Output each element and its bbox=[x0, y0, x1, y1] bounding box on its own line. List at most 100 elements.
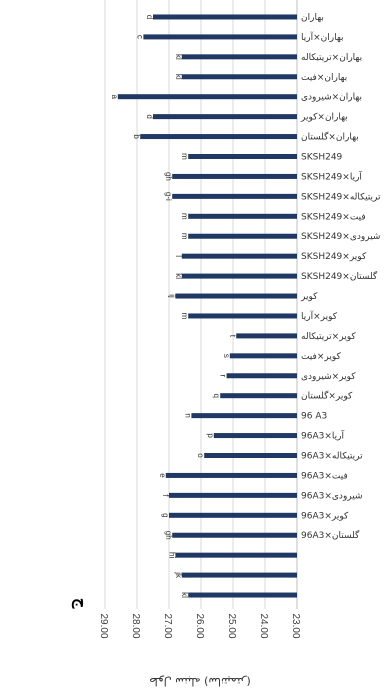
significance-letter: b bbox=[132, 134, 141, 139]
significance-letter: d bbox=[145, 114, 154, 118]
significance-letter: m bbox=[180, 233, 189, 240]
significance-letter: c bbox=[135, 35, 144, 39]
significance-letter: f bbox=[161, 494, 170, 497]
bar bbox=[153, 14, 297, 20]
bar bbox=[188, 313, 297, 319]
significance-letter: q bbox=[212, 393, 221, 397]
category-label: SKSH249×کویر bbox=[301, 252, 367, 262]
significance-letter: kl bbox=[174, 54, 183, 60]
significance-letter: p bbox=[206, 433, 215, 438]
tick-label: 23.00 bbox=[290, 613, 301, 638]
significance-letter: kl bbox=[174, 74, 183, 80]
tick-label: 27.00 bbox=[162, 613, 173, 638]
significance-letter: m bbox=[180, 153, 189, 160]
bar bbox=[229, 353, 297, 359]
significance-letter: gh bbox=[164, 172, 173, 181]
category-label: بهاران×آریا bbox=[301, 31, 344, 43]
category-label: 96A3×آریا bbox=[301, 430, 344, 442]
category-label: 96A3×فیت bbox=[301, 471, 348, 481]
bar bbox=[220, 393, 297, 399]
bars-group bbox=[117, 14, 297, 598]
grid-lines bbox=[104, 0, 298, 609]
bar bbox=[236, 333, 297, 339]
significance-letter: s bbox=[222, 354, 231, 358]
bar bbox=[172, 193, 297, 199]
significance-letter: e bbox=[158, 473, 167, 478]
significance-letter: r bbox=[219, 374, 228, 377]
significance-letter: m bbox=[180, 313, 189, 320]
significance-letter: g-i bbox=[164, 192, 173, 201]
bar bbox=[181, 253, 297, 259]
bar bbox=[181, 54, 297, 60]
bar bbox=[213, 433, 297, 439]
axis-title: طول سنبله (سانتیمتر) bbox=[149, 675, 251, 688]
bar bbox=[172, 173, 297, 179]
category-label: 96A3×تریتیکاله bbox=[301, 452, 363, 462]
category-label: کویر×آریا bbox=[301, 310, 338, 322]
category-label: 96 A3 bbox=[301, 412, 327, 422]
bar bbox=[226, 373, 297, 379]
value-axis-ticks: 23.00 24.00 25.00 26.00 27.00 28.00 29.00 bbox=[98, 613, 301, 638]
category-label: SKSH249 bbox=[301, 153, 343, 163]
bar bbox=[172, 532, 297, 538]
bar bbox=[204, 453, 297, 458]
significance-letter: n bbox=[183, 413, 192, 417]
category-label: SKSH249×گلستان bbox=[301, 270, 378, 282]
significance-letter: m bbox=[180, 213, 189, 220]
category-label: کویر×گلستان bbox=[301, 390, 353, 402]
significance-letter: l bbox=[174, 255, 183, 257]
bar bbox=[181, 273, 297, 279]
category-label: 96A3×گلستان bbox=[301, 529, 360, 541]
bar bbox=[181, 74, 297, 80]
category-label: SKSH249×آریا bbox=[301, 170, 362, 182]
significance-letter: ij bbox=[167, 294, 176, 298]
category-label: بهاران×فیت bbox=[301, 73, 347, 83]
category-label: کویر×تریتیکاله bbox=[301, 332, 356, 342]
category-label: بهاران×شیرودی bbox=[301, 93, 362, 103]
bar bbox=[169, 512, 297, 518]
bar bbox=[140, 134, 297, 140]
bar bbox=[143, 34, 297, 40]
tick-label: 28.00 bbox=[130, 613, 141, 638]
bar bbox=[117, 94, 297, 100]
significance-letter: d bbox=[145, 15, 154, 19]
category-label: SKSH249×فیت bbox=[301, 212, 366, 222]
bar bbox=[175, 293, 297, 299]
significance-letter: kl bbox=[180, 592, 189, 598]
category-label: کویر×فیت bbox=[301, 352, 342, 362]
bar bbox=[165, 472, 297, 478]
category-label: بهاران bbox=[301, 13, 324, 23]
panel-label: ج bbox=[71, 598, 89, 609]
category-label: کویر×شیرودی bbox=[301, 372, 356, 382]
tick-label: 24.00 bbox=[258, 613, 269, 638]
bar bbox=[188, 592, 297, 598]
significance-letter: a bbox=[110, 94, 119, 99]
significance-letter: gh bbox=[164, 531, 173, 540]
bar bbox=[188, 154, 297, 159]
category-label: کویر bbox=[300, 292, 318, 302]
bar bbox=[175, 552, 297, 558]
tick-label: 26.00 bbox=[194, 613, 205, 638]
tick-label: 25.00 bbox=[226, 613, 237, 638]
significance-letter: hi bbox=[167, 552, 176, 558]
bar bbox=[169, 492, 297, 498]
category-labels: بهاران بهاران×آریا بهاران×تریتیکاله بهاران×… bbox=[300, 13, 381, 541]
significance-letter: g bbox=[161, 513, 170, 517]
category-label: SKSH249×تریتیکاله bbox=[301, 192, 381, 202]
bar bbox=[153, 114, 297, 120]
bar bbox=[188, 233, 297, 239]
significance-letter: kl bbox=[174, 273, 183, 279]
significance-letter: t bbox=[228, 335, 237, 338]
significance-letter: jk bbox=[174, 571, 183, 579]
category-label: بهاران×تریتیکاله bbox=[301, 53, 362, 63]
significance-labels: d c kl kl a d b m gh g-i m m l kl ij m t s r q n p o e f g gh hi jk k… bbox=[110, 15, 237, 598]
category-label: بهاران×کویر bbox=[300, 113, 348, 123]
significance-letter: o bbox=[196, 453, 205, 458]
category-label: 96A3×کویر bbox=[301, 511, 349, 521]
bar bbox=[181, 572, 297, 578]
category-label: SKSH249×شیرودی bbox=[301, 232, 380, 242]
tick-label: 29.00 bbox=[98, 613, 109, 638]
bar bbox=[191, 413, 297, 419]
category-label: بهاران×گلستان bbox=[301, 131, 359, 143]
